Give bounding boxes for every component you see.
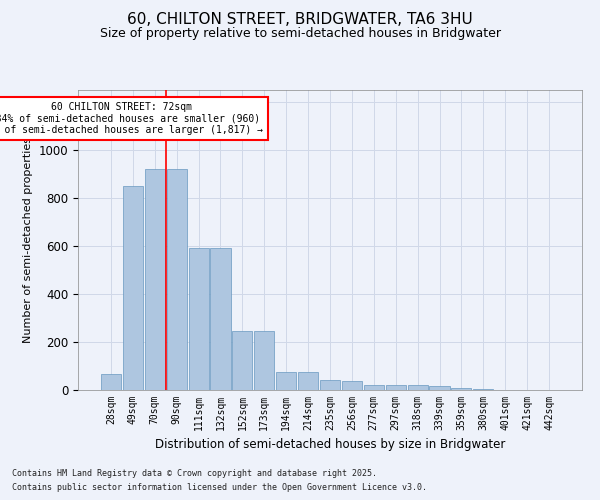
Bar [407,385,428,390]
Bar [188,248,209,390]
Bar [276,372,296,390]
Bar [167,169,187,390]
Text: Contains public sector information licensed under the Open Government Licence v3: Contains public sector information licen… [12,484,427,492]
Text: 60 CHILTON STREET: 72sqm
← 34% of semi-detached houses are smaller (960)
65% of : 60 CHILTON STREET: 72sqm ← 34% of semi-d… [0,102,263,135]
Bar [320,380,340,390]
Bar [101,374,121,390]
Bar [451,388,472,390]
Bar [123,186,143,390]
Bar [364,385,384,390]
Bar [254,331,274,390]
X-axis label: Distribution of semi-detached houses by size in Bridgwater: Distribution of semi-detached houses by … [155,438,505,452]
Bar [430,386,449,390]
Bar [211,248,230,390]
Bar [342,381,362,390]
Y-axis label: Number of semi-detached properties: Number of semi-detached properties [23,137,33,343]
Bar [298,372,318,390]
Bar [386,385,406,390]
Bar [232,331,253,390]
Text: Contains HM Land Registry data © Crown copyright and database right 2025.: Contains HM Land Registry data © Crown c… [12,468,377,477]
Bar [145,169,165,390]
Text: 60, CHILTON STREET, BRIDGWATER, TA6 3HU: 60, CHILTON STREET, BRIDGWATER, TA6 3HU [127,12,473,28]
Text: Size of property relative to semi-detached houses in Bridgwater: Size of property relative to semi-detach… [100,28,500,40]
Bar [473,389,493,390]
